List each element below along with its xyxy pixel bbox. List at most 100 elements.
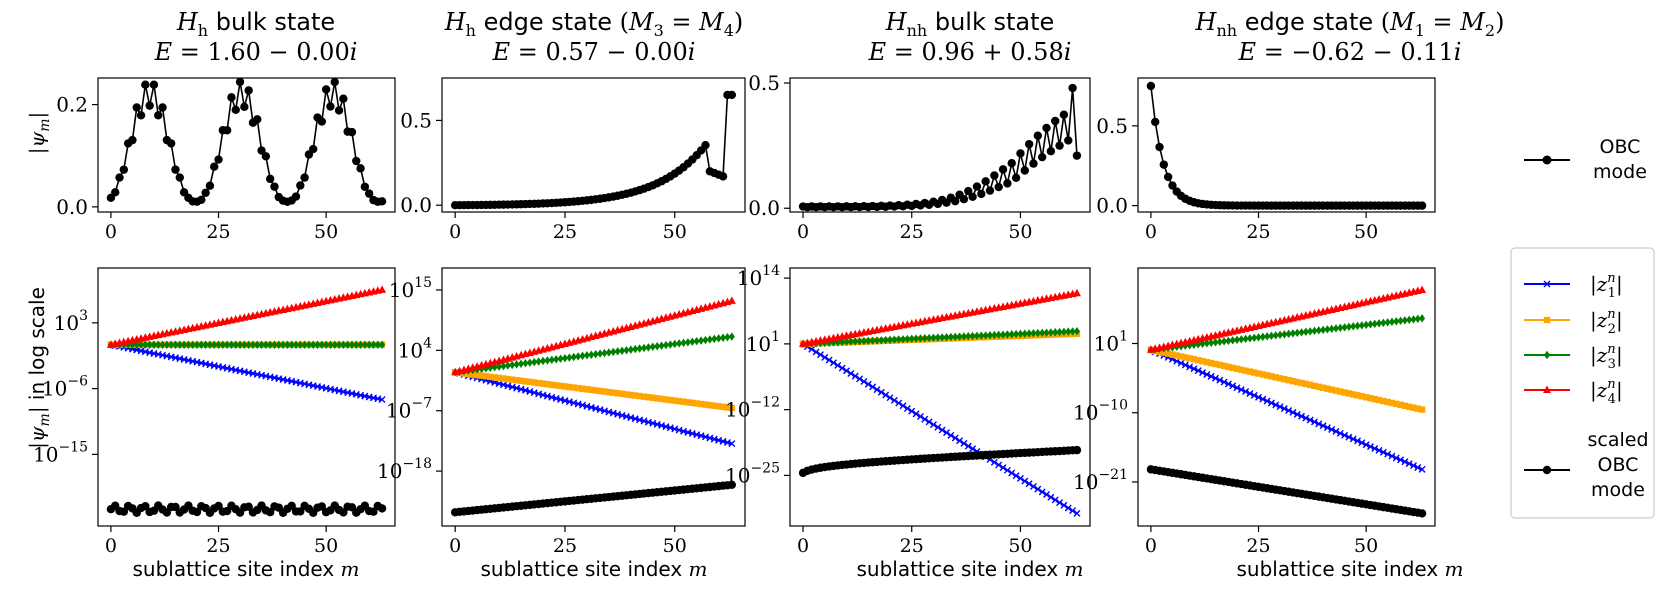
data-point xyxy=(265,174,275,184)
data-point xyxy=(1016,149,1025,158)
data-point xyxy=(570,384,577,391)
data-point xyxy=(254,340,261,349)
data-point xyxy=(1414,463,1422,471)
data-point xyxy=(163,340,170,349)
y-tick-label: 10−15 xyxy=(33,439,88,466)
data-point xyxy=(175,173,184,182)
data-point xyxy=(1000,330,1007,339)
data-point xyxy=(526,358,533,367)
title-line1: Hh edge state (M3 = M4) xyxy=(444,8,744,40)
data-point xyxy=(1414,405,1421,412)
data-point xyxy=(1298,328,1305,337)
data-point xyxy=(947,431,955,439)
x-tick-label: 0 xyxy=(449,221,461,243)
data-point xyxy=(671,339,678,349)
legend-label: |zn 4| xyxy=(1590,377,1623,407)
x-axis-label-1: sublattice site index m xyxy=(480,557,707,581)
data-point xyxy=(522,359,529,368)
data-point xyxy=(1056,327,1063,337)
series-obc xyxy=(106,501,387,518)
data-point xyxy=(1367,394,1374,402)
data-point xyxy=(262,340,269,349)
data-point xyxy=(1315,326,1322,335)
bottom-panel-3: 0 25 50 101 10−10 10−21 xyxy=(1073,267,1436,557)
data-point xyxy=(1354,321,1361,331)
data-point xyxy=(887,335,893,345)
data-point xyxy=(939,333,946,342)
data-point xyxy=(1026,329,1033,338)
data-point xyxy=(172,340,179,349)
data-point xyxy=(339,94,348,103)
data-point xyxy=(1203,370,1211,378)
data-point xyxy=(987,331,993,340)
data-point xyxy=(1220,362,1228,370)
panel-title-0: Hh bulk state E = 1.60 − 0.00i xyxy=(154,8,358,66)
data-point xyxy=(300,173,309,182)
x-tick-label: 25 xyxy=(900,535,924,557)
data-point xyxy=(1064,504,1072,512)
data-point xyxy=(146,340,153,349)
series-obc xyxy=(1146,81,1427,210)
data-point xyxy=(1358,439,1366,447)
data-point xyxy=(943,429,951,437)
data-point xyxy=(293,340,299,349)
data-point xyxy=(977,189,986,199)
data-point xyxy=(1307,327,1314,336)
y-tick-label: 10−25 xyxy=(725,460,780,487)
data-point xyxy=(667,340,674,349)
data-point xyxy=(366,340,373,349)
data-point xyxy=(500,375,507,382)
data-point xyxy=(1293,410,1301,418)
data-point xyxy=(1319,422,1327,430)
data-point xyxy=(504,375,512,383)
x-tick-label: 0 xyxy=(1145,535,1157,557)
data-point xyxy=(864,380,872,388)
data-point xyxy=(1207,372,1215,380)
data-point xyxy=(548,355,555,365)
data-point xyxy=(869,336,876,345)
data-point xyxy=(575,352,582,361)
data-point xyxy=(1320,325,1327,335)
data-point xyxy=(632,344,639,354)
data-point xyxy=(1405,403,1413,410)
data-point xyxy=(662,340,669,350)
data-point xyxy=(1047,328,1054,337)
bottom-y-axis-label: |ψm| in log scale xyxy=(25,287,53,449)
data-point xyxy=(1371,319,1378,329)
series-z1 xyxy=(799,340,1081,517)
series-z2 xyxy=(1147,346,1426,413)
data-point xyxy=(1065,327,1072,336)
data-point xyxy=(323,340,330,349)
panel-title-3: Hnh edge state (M1 = M2) E = −0.62 − 0.1… xyxy=(1195,8,1505,66)
axes-frame xyxy=(789,77,1091,213)
y-tick-label: 0.0 xyxy=(1096,194,1128,218)
data-point xyxy=(1029,482,1037,490)
data-point xyxy=(128,135,137,145)
data-point xyxy=(1333,324,1339,333)
data-point xyxy=(265,508,275,517)
data-point xyxy=(171,165,180,174)
x-tick-label: 50 xyxy=(314,535,338,557)
data-point xyxy=(583,351,590,360)
data-point xyxy=(310,340,317,349)
data-point xyxy=(968,192,977,201)
data-point xyxy=(985,186,995,195)
data-point xyxy=(1030,329,1037,338)
data-point xyxy=(956,332,963,341)
data-point xyxy=(1021,477,1029,485)
data-point xyxy=(210,162,219,171)
data-point xyxy=(1229,382,1237,390)
data-point xyxy=(684,399,692,406)
data-point xyxy=(561,353,568,363)
data-point xyxy=(727,480,737,490)
data-point xyxy=(680,338,687,348)
data-point xyxy=(202,340,209,349)
data-point xyxy=(632,392,639,399)
series-z4 xyxy=(1146,285,1427,353)
data-point xyxy=(711,402,718,409)
data-point xyxy=(211,340,218,349)
data-point xyxy=(994,182,1003,192)
data-point xyxy=(270,182,279,191)
data-point xyxy=(930,333,937,343)
data-point xyxy=(899,402,907,410)
